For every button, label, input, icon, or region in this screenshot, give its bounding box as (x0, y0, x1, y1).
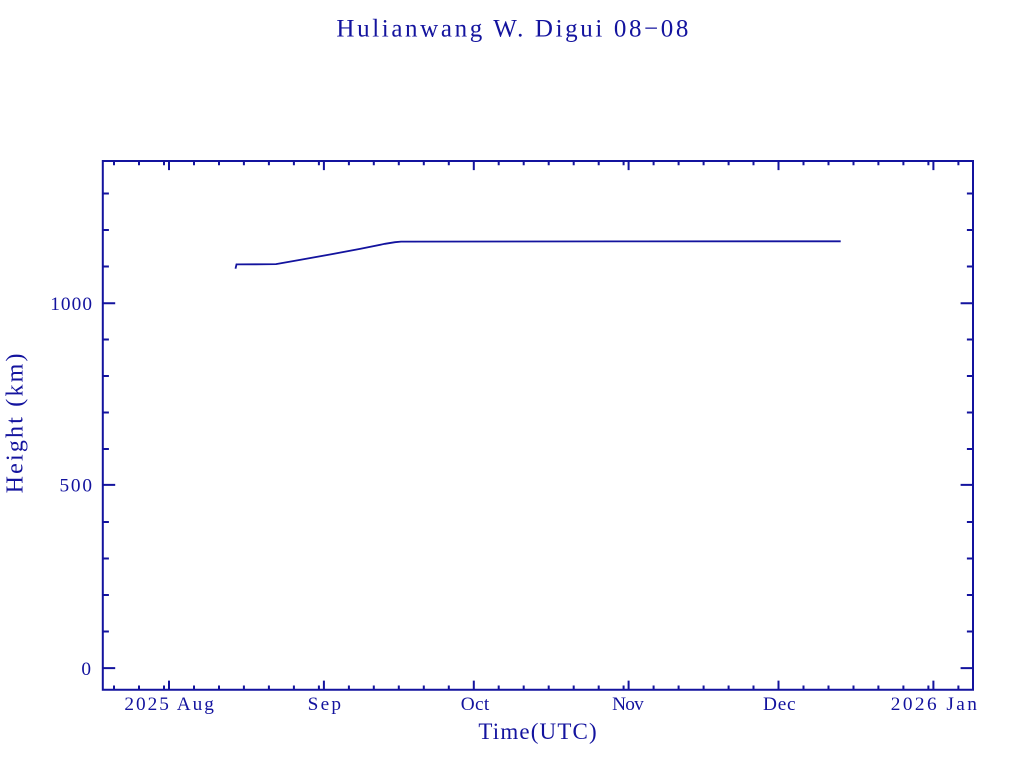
svg-text:Height (km): Height (km) (2, 354, 28, 494)
svg-text:Time(UTC): Time(UTC) (478, 719, 596, 744)
svg-text:Sep: Sep (308, 694, 341, 715)
svg-text:2026 Jan: 2026 Jan (891, 694, 977, 715)
svg-text:Nov: Nov (612, 694, 644, 715)
svg-text:0: 0 (81, 659, 91, 680)
svg-text:2025 Aug: 2025 Aug (124, 694, 214, 715)
svg-text:Oct: Oct (461, 694, 490, 715)
svg-text:Hulianwang W. Digui 08−08: Hulianwang W. Digui 08−08 (336, 16, 688, 43)
svg-text:Dec: Dec (763, 694, 796, 715)
svg-text:1000: 1000 (50, 294, 92, 315)
svg-text:500: 500 (60, 476, 93, 497)
